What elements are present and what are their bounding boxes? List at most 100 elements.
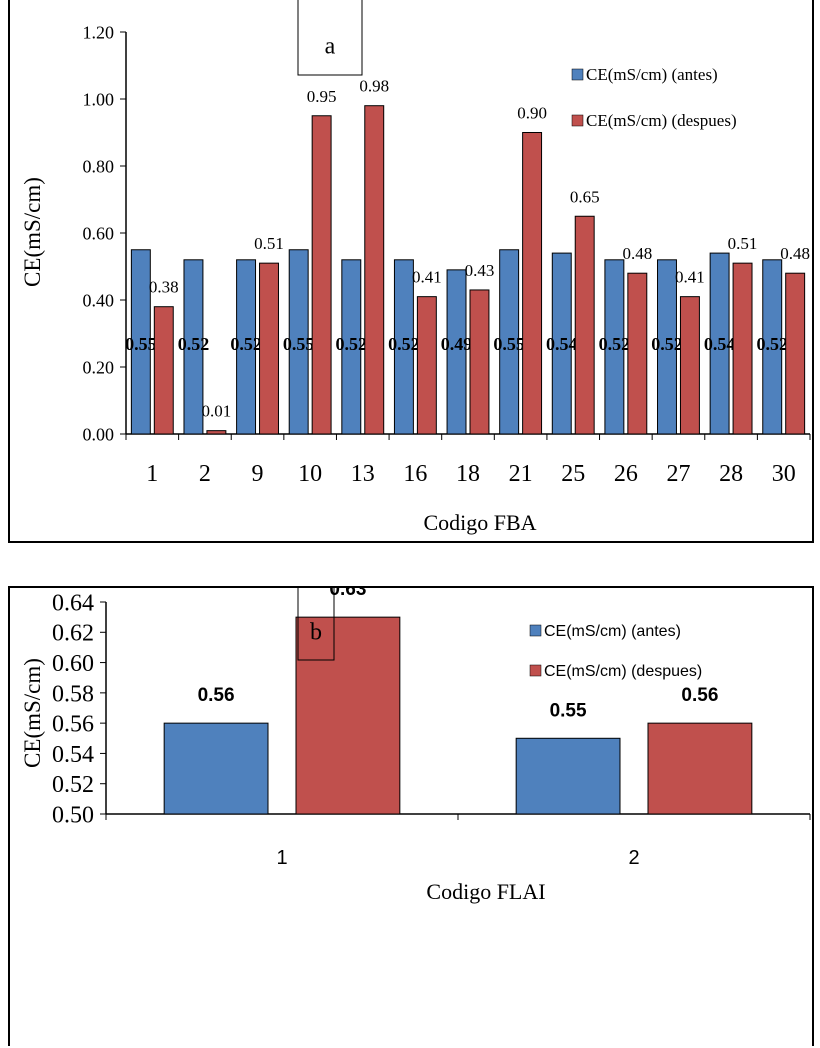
bar-despues — [153, 306, 174, 435]
data-label-despues: 0.41 — [412, 268, 442, 287]
y-tick-label: 0.52 — [52, 772, 94, 798]
legend-swatch-antes — [529, 624, 542, 637]
data-label-antes: 0.52 — [756, 334, 788, 354]
data-label-antes: 0.55 — [550, 700, 587, 721]
legend-label-antes: CE(mS/cm) (antes) — [586, 65, 718, 84]
bar-antes — [499, 249, 520, 435]
bar-despues — [679, 296, 700, 435]
data-label-despues: 0.65 — [570, 187, 600, 206]
data-label-despues: 0.38 — [149, 278, 179, 297]
data-label-despues: 0.48 — [622, 244, 652, 263]
data-label-antes: 0.52 — [336, 334, 368, 354]
data-label-antes: 0.52 — [230, 334, 262, 354]
data-label-antes: 0.49 — [441, 334, 473, 354]
bar-despues — [295, 616, 401, 815]
bar-antes — [604, 259, 625, 435]
legend-swatch-despues — [571, 114, 584, 127]
panel-label: b — [310, 619, 322, 645]
bar-antes — [709, 252, 730, 435]
data-label-despues: 0.41 — [675, 268, 705, 287]
x-tick-label: 1 — [276, 847, 287, 869]
bar-despues — [206, 430, 227, 435]
y-tick-label: 0.54 — [52, 742, 94, 768]
x-tick-label: 2 — [628, 847, 639, 869]
x-axis-title: Codigo FLAI — [426, 879, 545, 904]
bar-antes — [446, 269, 467, 435]
data-label-despues: 0.95 — [307, 87, 337, 106]
data-label-despues: 0.01 — [202, 402, 232, 421]
legend-label-antes: CE(mS/cm) (antes) — [544, 623, 681, 640]
panel-label-box — [297, 0, 363, 76]
data-label-despues: 0.43 — [465, 261, 495, 280]
y-tick-label: 0.40 — [83, 290, 115, 310]
data-label-antes: 0.52 — [599, 334, 631, 354]
x-tick-label: 25 — [561, 461, 585, 487]
x-axis-title: Codigo FBA — [423, 510, 536, 535]
y-tick-label: 0.60 — [52, 651, 94, 677]
y-tick-label: 0.20 — [83, 357, 115, 377]
x-tick-label: 16 — [403, 461, 427, 487]
bar-despues — [732, 262, 753, 435]
chart-a-svg: 0.00 0.20 0.40 0.60 0.80 1.00 1.20 1 2 9 10 13 16 18 2… — [20, 0, 811, 535]
data-label-despues: 0.56 — [681, 685, 718, 706]
y-tick-label: 0.00 — [83, 424, 115, 444]
data-label-antes: 0.55 — [125, 334, 157, 354]
data-label-antes: 0.56 — [198, 685, 235, 706]
chart-b-svg: 0.50 0.52 0.54 0.56 0.58 0.60 0.62 0.64 1 2 0.56 0.… — [20, 588, 811, 904]
x-tick-label: 2 — [199, 461, 211, 487]
x-tick-label: 30 — [772, 461, 796, 487]
data-label-despues: 0.63 — [329, 588, 366, 600]
chart-a-panel: 0.00 0.20 0.40 0.60 0.80 1.00 1.20 1 2 9 10 13 16 18 2… — [8, 0, 814, 543]
y-axis-title: CE(mS/cm) — [20, 177, 45, 287]
data-label-antes: 0.54 — [546, 334, 578, 354]
y-tick-label: 0.56 — [52, 712, 94, 738]
bar-antes — [393, 259, 414, 435]
y-tick-label: 0.58 — [52, 681, 94, 707]
y-tick-label: 0.50 — [52, 802, 94, 828]
panel-label: a — [325, 33, 336, 59]
y-axis-title: CE(mS/cm) — [20, 658, 45, 768]
data-label-antes: 0.52 — [178, 334, 210, 354]
bar-despues — [259, 262, 279, 435]
y-tick-label: 1.20 — [83, 22, 115, 42]
x-tick-label: 28 — [719, 461, 743, 487]
data-label-antes: 0.54 — [704, 334, 736, 354]
bar-antes — [341, 259, 362, 435]
data-label-antes: 0.52 — [388, 334, 420, 354]
data-label-antes: 0.55 — [283, 334, 315, 354]
bar-despues — [647, 722, 753, 815]
bar-antes — [183, 259, 204, 435]
bar-antes — [288, 249, 309, 435]
legend-swatch-despues — [529, 664, 542, 677]
y-tick-label: 0.64 — [52, 590, 94, 616]
y-tick-label: 0.62 — [52, 621, 94, 647]
bar-despues — [311, 115, 332, 435]
y-tick-label: 0.80 — [83, 156, 115, 176]
bar-antes — [657, 259, 677, 435]
bar-antes — [163, 722, 269, 815]
legend-swatch-antes — [571, 68, 584, 81]
bar-despues — [627, 272, 648, 435]
bar-antes — [762, 259, 783, 435]
y-tick-label: 1.00 — [83, 89, 115, 109]
bar-antes — [236, 259, 257, 435]
x-tick-label: 1 — [146, 461, 158, 487]
data-label-antes: 0.55 — [493, 334, 525, 354]
bar-despues — [416, 296, 437, 435]
legend-label-despues: CE(mS/cm) (despues) — [586, 111, 737, 130]
bar-despues — [364, 105, 385, 435]
bar-antes — [551, 252, 572, 435]
bar-despues — [522, 132, 543, 435]
legend-label-despues: CE(mS/cm) (despues) — [544, 663, 702, 680]
bar-despues — [785, 272, 806, 435]
data-label-despues: 0.51 — [254, 234, 284, 253]
y-tick-label: 0.60 — [83, 223, 115, 243]
chart-b-panel: 0.50 0.52 0.54 0.56 0.58 0.60 0.62 0.64 1 2 0.56 0.… — [8, 586, 814, 1046]
x-tick-label: 9 — [252, 461, 264, 487]
data-label-despues: 0.51 — [728, 234, 758, 253]
data-label-despues: 0.90 — [517, 104, 547, 123]
x-tick-label: 10 — [298, 461, 322, 487]
bar-despues — [469, 289, 490, 435]
x-tick-label: 27 — [666, 461, 690, 487]
panel-label-box — [297, 588, 335, 661]
